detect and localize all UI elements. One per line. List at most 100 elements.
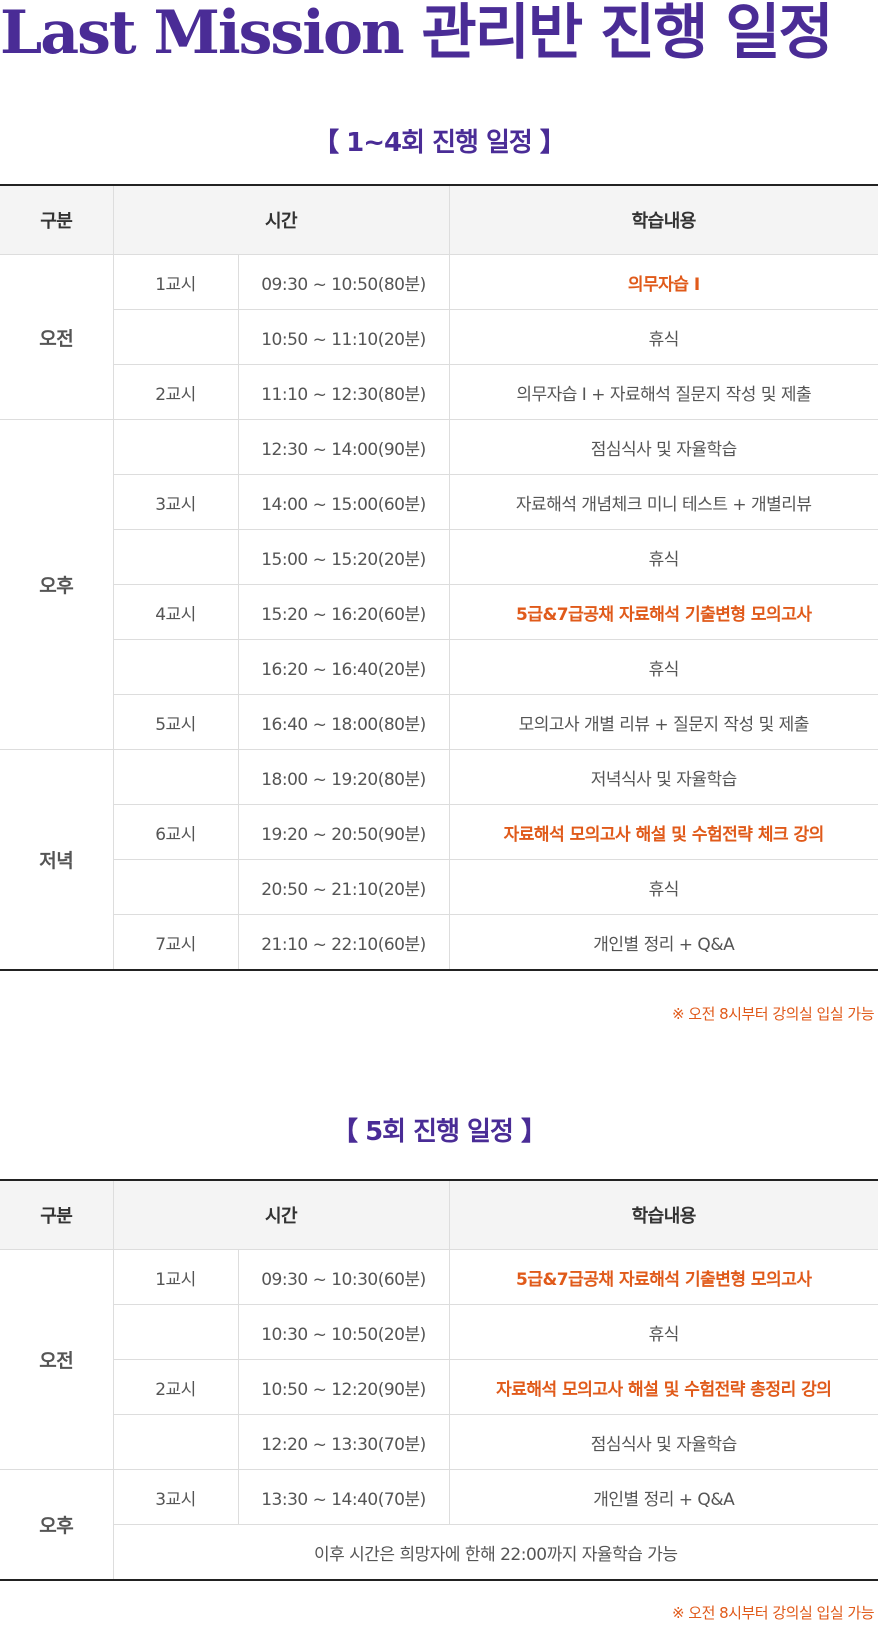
content-cell: 저녁식사 및 자율학습: [448, 749, 878, 805]
period-cell: 3교시: [112, 474, 238, 530]
time-cell: 15:20 ~ 16:20(60분): [237, 584, 449, 640]
content-cell: 점심식사 및 자율학습: [448, 1414, 878, 1470]
period-cell: [112, 639, 238, 695]
content-cell: 휴식: [448, 1304, 878, 1360]
time-cell: 13:30 ~ 14:40(70분): [237, 1469, 449, 1525]
header-content: 학습내용: [448, 1180, 878, 1250]
bracket-open: 【: [313, 128, 339, 158]
section1-note: ※ 오전 8시부터 강의실 입실 가능: [671, 1005, 875, 1023]
section2-title-text: 5회 진행 일정: [365, 1117, 514, 1147]
table-row: 이후 시간은 희망자에 한해 22:00까지 자율학습 가능: [0, 1524, 878, 1581]
content-cell: 개인별 정리 + Q&A: [448, 1469, 878, 1525]
period-cell: 2교시: [112, 1359, 238, 1415]
table-row: 6교시 19:20 ~ 20:50(90분) 자료해석 모의고사 해설 및 수험…: [0, 804, 878, 860]
table-header-row: 구분 시간 학습내용: [0, 1180, 878, 1250]
period-cell: 3교시: [112, 1469, 238, 1525]
period-cell: [112, 529, 238, 585]
header-content: 학습내용: [448, 185, 878, 255]
section1-title-text: 1~4회 진행 일정: [346, 128, 533, 158]
page-title-ko: 관리반 진행 일정: [421, 0, 834, 68]
period-cell: 1교시: [112, 254, 238, 310]
content-cell: 자료해석 개념체크 미니 테스트 + 개별리뷰: [448, 474, 878, 530]
time-cell: 14:00 ~ 15:00(60분): [237, 474, 449, 530]
period-cell: [112, 419, 238, 475]
period-cell: 4교시: [112, 584, 238, 640]
period-cell: [112, 309, 238, 365]
header-category: 구분: [0, 185, 113, 255]
section1-title: 【 1~4회 진행 일정 】: [0, 122, 878, 159]
group-morning: 오전: [0, 1249, 113, 1470]
content-cell: 휴식: [448, 309, 878, 365]
time-cell: 16:20 ~ 16:40(20분): [237, 639, 449, 695]
content-cell: 자료해석 모의고사 해설 및 수험전략 체크 강의: [448, 804, 878, 860]
period-cell: 6교시: [112, 804, 238, 860]
time-cell: 15:00 ~ 15:20(20분): [237, 529, 449, 585]
period-cell: [112, 1304, 238, 1360]
period-cell: [112, 749, 238, 805]
bracket-close: 】: [520, 1117, 547, 1147]
group-evening: 저녁: [0, 749, 113, 971]
table-row: 4교시 15:20 ~ 16:20(60분) 5급&7급공채 자료해석 기출변형…: [0, 584, 878, 640]
content-cell: 자료해석 모의고사 해설 및 수험전략 총정리 강의: [448, 1359, 878, 1415]
period-cell: [112, 1414, 238, 1470]
period-cell: 7교시: [112, 914, 238, 971]
table-row: 3교시 14:00 ~ 15:00(60분) 자료해석 개념체크 미니 테스트 …: [0, 474, 878, 530]
content-cell: 의무자습 Ⅰ: [448, 254, 878, 310]
table-row: 오후 12:30 ~ 14:00(90분) 점심식사 및 자율학습: [0, 419, 878, 750]
schedule-table-1: 구분 시간 학습내용 오전 1교시 09:30 ~ 10:50(80분) 의무자…: [0, 184, 878, 971]
time-cell: 10:50 ~ 11:10(20분): [237, 309, 449, 365]
content-cell: 점심식사 및 자율학습: [448, 419, 878, 475]
page-title-en: Last Mission: [0, 0, 405, 68]
period-cell: 1교시: [112, 1249, 238, 1305]
time-cell: 12:20 ~ 13:30(70분): [237, 1414, 449, 1470]
period-cell: [112, 859, 238, 915]
group-afternoon: 오후: [0, 419, 113, 750]
time-cell: 10:30 ~ 10:50(20분): [237, 1304, 449, 1360]
time-cell: 19:20 ~ 20:50(90분): [237, 804, 449, 860]
footer-row-cell: 이후 시간은 희망자에 한해 22:00까지 자율학습 가능: [112, 1524, 878, 1581]
table-row: 20:50 ~ 21:10(20분) 휴식: [0, 859, 878, 915]
content-cell: 의무자습 Ⅰ + 자료해석 질문지 작성 및 제출: [448, 364, 878, 420]
header-time: 시간: [112, 1180, 449, 1250]
time-cell: 18:00 ~ 19:20(80분): [237, 749, 449, 805]
time-cell: 21:10 ~ 22:10(60분): [237, 914, 449, 971]
time-cell: 09:30 ~ 10:50(80분): [237, 254, 449, 310]
schedule-table-2: 구분 시간 학습내용 오전 1교시 09:30 ~ 10:30(60분) 5급&…: [0, 1179, 878, 1581]
table-row: 5교시 16:40 ~ 18:00(80분) 모의고사 개별 리뷰 + 질문지 …: [0, 694, 878, 750]
time-cell: 12:30 ~ 14:00(90분): [237, 419, 449, 475]
table-row: 2교시 10:50 ~ 12:20(90분) 자료해석 모의고사 해설 및 수험…: [0, 1359, 878, 1415]
table-row: 저녁 18:00 ~ 19:20(80분) 저녁식사 및 자율학습: [0, 749, 878, 971]
time-cell: 11:10 ~ 12:30(80분): [237, 364, 449, 420]
content-cell: 모의고사 개별 리뷰 + 질문지 작성 및 제출: [448, 694, 878, 750]
period-cell: 5교시: [112, 694, 238, 750]
time-cell: 20:50 ~ 21:10(20분): [237, 859, 449, 915]
table-row: 오전 1교시 09:30 ~ 10:50(80분) 의무자습 Ⅰ: [0, 254, 878, 420]
table-row: 오전 1교시 09:30 ~ 10:30(60분) 5급&7급공채 자료해석 기…: [0, 1249, 878, 1470]
content-cell: 휴식: [448, 639, 878, 695]
content-cell: 5급&7급공채 자료해석 기출변형 모의고사: [448, 584, 878, 640]
group-afternoon: 오후: [0, 1469, 113, 1581]
period-cell: 2교시: [112, 364, 238, 420]
section2-note: ※ 오전 8시부터 강의실 입실 가능: [671, 1604, 875, 1622]
content-cell: 개인별 정리 + Q&A: [448, 914, 878, 971]
bracket-open: 【: [332, 1117, 358, 1147]
header-time: 시간: [112, 185, 449, 255]
table-row: 12:20 ~ 13:30(70분) 점심식사 및 자율학습: [0, 1414, 878, 1470]
group-morning: 오전: [0, 254, 113, 420]
time-cell: 09:30 ~ 10:30(60분): [237, 1249, 449, 1305]
time-cell: 10:50 ~ 12:20(90분): [237, 1359, 449, 1415]
header-category: 구분: [0, 1180, 113, 1250]
content-cell: 휴식: [448, 859, 878, 915]
content-cell: 5급&7급공채 자료해석 기출변형 모의고사: [448, 1249, 878, 1305]
table-row: 16:20 ~ 16:40(20분) 휴식: [0, 639, 878, 695]
table-row: 10:30 ~ 10:50(20분) 휴식: [0, 1304, 878, 1360]
table-row: 오후 3교시 13:30 ~ 14:40(70분) 개인별 정리 + Q&A: [0, 1469, 878, 1581]
bracket-close: 】: [539, 128, 566, 158]
table-row: 10:50 ~ 11:10(20분) 휴식: [0, 309, 878, 365]
table-row: 2교시 11:10 ~ 12:30(80분) 의무자습 Ⅰ + 자료해석 질문지…: [0, 364, 878, 420]
table-row: 7교시 21:10 ~ 22:10(60분) 개인별 정리 + Q&A: [0, 914, 878, 971]
table-row: 15:00 ~ 15:20(20분) 휴식: [0, 529, 878, 585]
section2-title: 【 5회 진행 일정 】: [0, 1111, 878, 1148]
time-cell: 16:40 ~ 18:00(80분): [237, 694, 449, 750]
content-cell: 휴식: [448, 529, 878, 585]
